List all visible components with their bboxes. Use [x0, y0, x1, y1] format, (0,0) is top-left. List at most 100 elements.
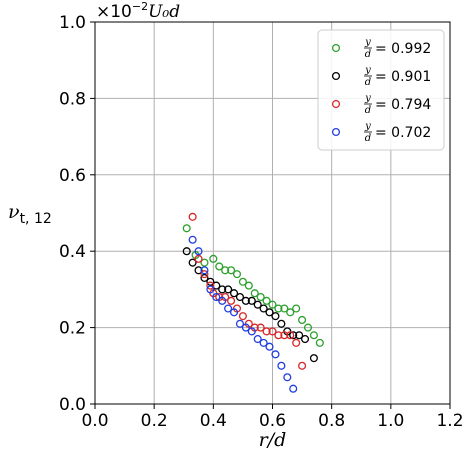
legend-frac-den: d: [365, 77, 371, 88]
legend-item: yd = 0.901: [331, 65, 431, 88]
data-point: [241, 296, 250, 305]
data-point: [194, 266, 203, 275]
data-point: [218, 285, 227, 294]
data-point: [262, 296, 271, 305]
data-point: [232, 270, 242, 279]
data-point: [215, 262, 224, 271]
legend-item: yd = 0.702: [331, 121, 431, 144]
data-point: [265, 342, 274, 351]
data-point: [247, 296, 256, 305]
legend-frac-num: y: [364, 93, 371, 104]
data-point: [277, 319, 286, 328]
x-tick-label: 1.2: [436, 411, 463, 431]
legend-marker: [331, 43, 341, 53]
data-point: [227, 296, 236, 305]
data-point: [256, 292, 265, 302]
data-point: [268, 300, 277, 309]
data-point: [250, 289, 259, 298]
data-point: [268, 327, 277, 336]
data-point: [200, 266, 209, 275]
data-point: [188, 212, 197, 221]
legend-marker: [331, 71, 341, 81]
data-point: [221, 266, 230, 275]
data-point: [188, 258, 197, 267]
data-point: [212, 281, 221, 290]
data-point: [309, 354, 318, 363]
legend-frac-den: d: [365, 133, 371, 144]
data-point: [188, 235, 197, 244]
series-2: [188, 212, 307, 370]
legend-frac-den: d: [365, 49, 371, 60]
data-point: [286, 331, 295, 340]
y-tick-label: 0.6: [59, 166, 86, 186]
data-point: [298, 315, 307, 325]
data-point: [244, 281, 253, 290]
legend-marker: [331, 99, 341, 109]
data-point: [292, 304, 301, 313]
data-point: [218, 296, 227, 305]
data-point: [280, 331, 289, 340]
x-tick-label: 1.0: [377, 411, 404, 431]
data-point: [298, 361, 307, 370]
y-tick-label: 1.0: [59, 13, 86, 33]
data-point: [200, 273, 209, 282]
data-point: [256, 323, 265, 332]
scale-note: ×10−2U₀d: [96, 0, 180, 22]
data-point: [224, 304, 233, 313]
legend-box: [317, 29, 445, 151]
data-point: [194, 254, 203, 263]
y-axis-label-main: ν: [8, 201, 20, 223]
data-point: [182, 224, 191, 233]
data-point: [182, 247, 191, 256]
axis-ticks: 0.0 0.2 0.4 0.6 0.8 1.0 1.2 0.0 0.2 0.4 0.6 0.8 1.0: [59, 13, 464, 431]
data-point: [300, 335, 310, 344]
data-point: [292, 338, 301, 347]
x-tick-label: 0.4: [200, 411, 227, 431]
x-tick-label: 0.6: [259, 411, 286, 431]
y-axis-label: νt, 12: [8, 201, 52, 227]
legend-frac-den: d: [365, 105, 371, 116]
legend-label: = 0.702: [375, 125, 431, 141]
series-0: [182, 224, 324, 347]
data-point: [227, 266, 236, 275]
legend-frac-num: y: [364, 65, 371, 76]
data-point: [238, 312, 247, 321]
y-tick-label: 0.4: [59, 242, 86, 262]
x-tick-label: 0.8: [318, 411, 345, 431]
data-point: [209, 254, 218, 263]
series-1: [182, 247, 318, 363]
data-point: [274, 331, 283, 340]
data-point: [274, 304, 283, 313]
data-point: [262, 327, 271, 336]
data-point: [229, 308, 239, 317]
x-tick-label: 0.2: [141, 411, 168, 431]
data-point: [309, 331, 318, 340]
y-tick-label: 0.2: [59, 319, 86, 339]
legend-item: yd = 0.992: [331, 37, 431, 60]
data-point: [259, 338, 268, 347]
data-points: [182, 212, 324, 393]
data-point: [295, 331, 304, 340]
data-point: [253, 335, 262, 344]
data-point: [238, 277, 247, 286]
data-point: [259, 304, 268, 313]
legend-frac-num: y: [364, 37, 371, 48]
data-point: [286, 308, 295, 317]
data-point: [206, 281, 215, 290]
legend-label: = 0.794: [375, 97, 431, 113]
legend-frac-num: y: [364, 121, 371, 132]
legend-marker: [331, 127, 341, 137]
data-point: [200, 270, 209, 279]
y-tick-label: 0.0: [59, 395, 86, 415]
y-tick-label: 0.8: [59, 89, 86, 109]
data-point: [194, 247, 203, 256]
data-point: [206, 285, 215, 294]
data-point: [200, 258, 209, 267]
data-point: [212, 292, 221, 302]
data-point: [277, 361, 286, 370]
data-point: [315, 338, 324, 347]
data-point: [206, 277, 215, 286]
data-point: [235, 292, 245, 302]
x-tick-label: 0.0: [81, 411, 108, 431]
